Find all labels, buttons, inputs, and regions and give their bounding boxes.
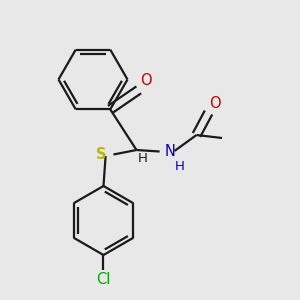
Text: S: S xyxy=(96,147,106,162)
Text: O: O xyxy=(140,74,152,88)
Text: O: O xyxy=(209,96,221,111)
Text: Cl: Cl xyxy=(96,272,111,286)
Text: H: H xyxy=(175,160,184,173)
Text: H: H xyxy=(138,152,148,165)
Text: N: N xyxy=(165,144,176,159)
